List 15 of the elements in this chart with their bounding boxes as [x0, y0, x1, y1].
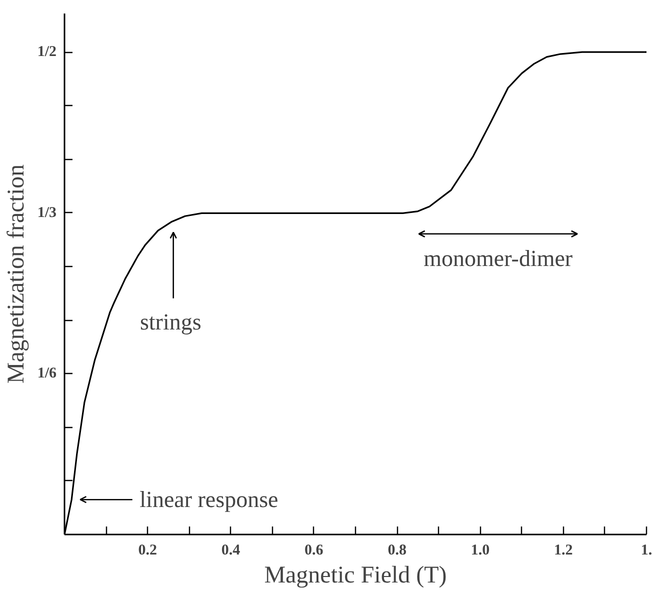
y-tick-label: 1/3 [37, 204, 57, 221]
x-axis-title: Magnetic Field (T) [264, 562, 447, 588]
x-tick-label: 1.2 [554, 542, 573, 558]
x-tick-label: 0.4 [221, 542, 241, 558]
annotation: monomer-dimer [424, 246, 573, 272]
y-axis-title: Magnetization fraction [3, 164, 30, 384]
annotation: linear response [140, 487, 278, 512]
x-tick-label: 0.6 [304, 542, 324, 558]
x-tick-label: 1.0 [470, 542, 490, 558]
annotation: strings [140, 310, 202, 335]
x-tick-label: 1. [640, 542, 652, 558]
x-tick-label: 0.2 [138, 542, 158, 558]
x-tick-label: 0.8 [388, 542, 406, 558]
y-tick-label: 1/2 [37, 44, 57, 60]
y-tick-label: 1/6 [37, 366, 57, 382]
